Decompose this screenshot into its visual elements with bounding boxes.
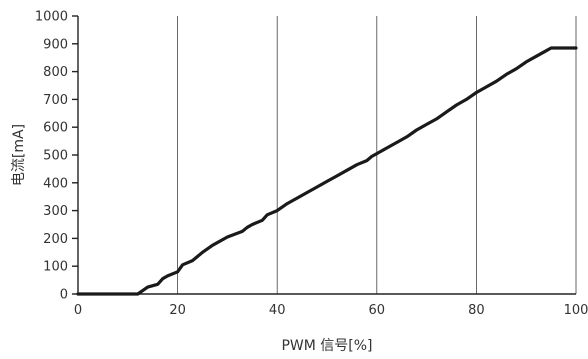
y-tick-label: 0 [60,288,68,303]
x-tick-label: 40 [269,303,286,318]
x-axis-label: PWM 信号[%] [281,338,372,354]
x-tick-label: 0 [74,303,82,318]
y-axis-label: 电流[mA] [11,124,27,186]
y-tick-label: 800 [43,65,68,80]
y-tick-label: 900 [43,37,68,52]
x-tick-label: 60 [369,303,386,318]
x-tick-label: 20 [169,303,186,318]
axes [72,15,576,295]
y-tick-label: 100 [43,260,68,275]
series [76,46,578,296]
y-tick-label: 400 [43,176,68,191]
y-tick-label: 500 [43,149,68,164]
y-tick-label: 1000 [35,10,68,25]
x-tick-label: 100 [564,303,588,318]
y-tick-label: 300 [43,204,68,219]
current-series-line [76,46,578,296]
x-tick-label: 80 [468,303,485,318]
y-tick-label: 700 [43,93,68,108]
tick-labels: 0 20 40 60 80 1000100200300400500600700800900… [35,10,588,319]
y-tick-label: 200 [43,232,68,247]
y-tick-label: 600 [43,121,68,136]
